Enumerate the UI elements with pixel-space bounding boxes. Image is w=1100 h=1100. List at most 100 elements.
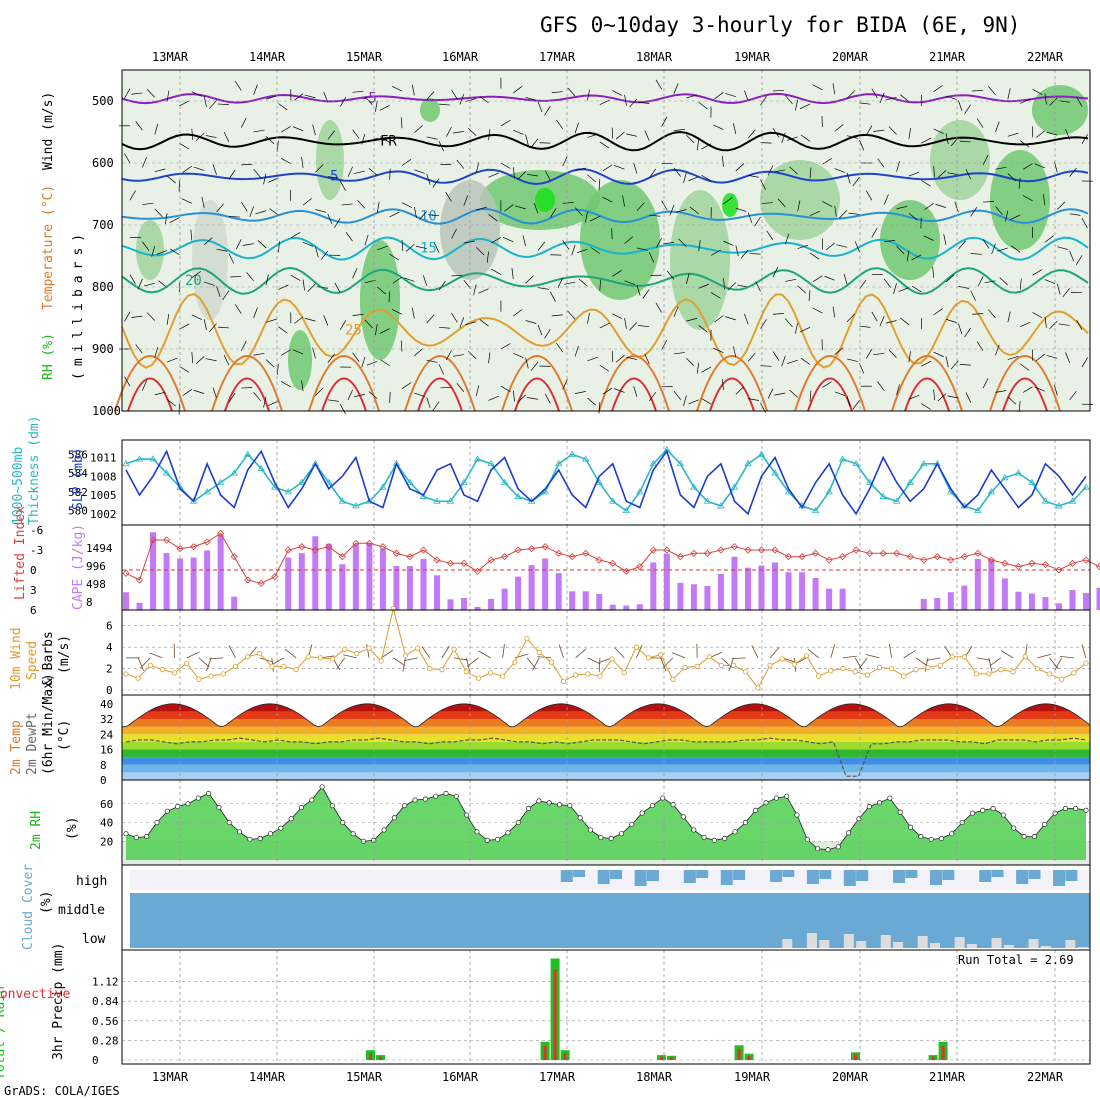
wind-barb xyxy=(749,253,761,255)
rh-marker xyxy=(784,793,790,799)
wind-barb xyxy=(567,310,576,320)
thickness-marker xyxy=(230,469,238,476)
wind-barb xyxy=(451,228,457,239)
thickness-marker xyxy=(757,450,766,457)
rh-shading xyxy=(360,240,400,360)
wind-barb xyxy=(1018,177,1021,189)
wind-barb xyxy=(228,215,240,218)
wind-barb xyxy=(611,228,613,240)
wind-marker xyxy=(1046,671,1053,677)
hot-contour xyxy=(417,377,463,412)
li-marker xyxy=(636,563,644,571)
pressure-panel: 586 584 582 580 1011 1008 1005 1002 1000~500mb Th… xyxy=(11,415,1090,525)
wind-barb xyxy=(575,648,587,659)
cloud-high-bar xyxy=(843,870,856,886)
wind-barb xyxy=(203,237,213,246)
wind-barb xyxy=(797,285,807,294)
li-marker xyxy=(1082,556,1090,564)
upper-air-panel: -5 FR 5 10 15 20 25 500 600 700 800 900 1000 RH (%) Te… xyxy=(41,69,1094,418)
cape-bar xyxy=(569,591,576,610)
wind-barb xyxy=(1044,93,1047,105)
precip-conv-bar xyxy=(931,1056,935,1060)
wind-barb xyxy=(379,328,390,334)
wind-barb xyxy=(182,165,193,173)
wind-barb xyxy=(1076,319,1083,330)
cloud-high-bar xyxy=(733,870,746,880)
wind-barb xyxy=(532,657,540,671)
wind-barb xyxy=(908,212,918,221)
wind-barb xyxy=(216,286,221,297)
li-tick: 0 xyxy=(30,564,37,577)
wind-barb xyxy=(648,168,657,179)
wind-barb xyxy=(713,124,724,130)
warm-contour xyxy=(501,355,573,412)
wind-barb xyxy=(391,309,403,315)
wind-barb xyxy=(401,202,413,208)
slp-tick: 1011 xyxy=(90,452,117,465)
wind-barb xyxy=(615,354,625,363)
rh-marker xyxy=(1011,825,1017,831)
top-date-label: 13MAR xyxy=(152,50,189,64)
wind-barb xyxy=(379,105,390,111)
wind-barb xyxy=(866,348,873,359)
cloud-low-gap xyxy=(880,935,891,948)
bottom-date-label: 15MAR xyxy=(346,1070,383,1084)
cloud-row-label: low xyxy=(82,932,106,947)
wind-barb xyxy=(438,280,446,291)
wind-barb xyxy=(352,268,358,279)
wind-barb xyxy=(240,117,247,128)
wind-barb xyxy=(633,386,638,397)
thickness-marker xyxy=(446,497,455,504)
wind-barb xyxy=(316,286,328,289)
wind-barb xyxy=(983,201,995,203)
wind-barb xyxy=(893,283,897,294)
wind-barb xyxy=(380,136,390,143)
cape-bar xyxy=(636,604,643,610)
thickness-marker xyxy=(595,478,603,485)
cape-bar xyxy=(609,604,616,610)
wind-barb xyxy=(723,278,725,290)
thickness-marker xyxy=(730,483,739,490)
wind-barb xyxy=(525,96,537,101)
rh-marker xyxy=(701,834,707,841)
wind-barb xyxy=(500,343,511,350)
wind-barb xyxy=(740,249,749,259)
thickness-marker xyxy=(744,459,752,467)
wind-barb xyxy=(847,358,858,362)
wind-barb xyxy=(228,645,236,659)
wind-barb xyxy=(747,129,756,139)
wind-marker xyxy=(791,661,797,667)
li-marker xyxy=(1028,559,1036,567)
temp-tick: 24 xyxy=(100,728,114,741)
li-marker xyxy=(622,567,630,575)
slp-tick: 1002 xyxy=(90,508,117,521)
cape-bar xyxy=(379,548,386,610)
rh-shading xyxy=(420,98,440,122)
wind-barb xyxy=(624,236,634,244)
rh-marker xyxy=(618,831,625,837)
ylabel-cloud-unit: (%) xyxy=(39,891,54,914)
wind-barb xyxy=(636,644,643,659)
wind-barb xyxy=(972,90,984,92)
wind-barb xyxy=(438,364,445,375)
wind-barb xyxy=(733,346,737,358)
wind-barb xyxy=(852,177,860,187)
li-marker xyxy=(812,549,820,557)
rh-marker xyxy=(928,836,934,842)
wind-barb xyxy=(452,131,464,134)
cape-bar xyxy=(582,591,589,610)
run-total-label: Run Total = 2.69 xyxy=(958,953,1074,967)
wind-marker xyxy=(840,665,846,672)
wind-barb xyxy=(451,89,458,100)
wind-barb xyxy=(655,302,662,313)
wind-marker xyxy=(852,669,858,675)
wind-barb xyxy=(290,274,301,281)
cape-bar xyxy=(961,585,968,610)
rh-marker xyxy=(123,831,129,837)
wind-barb xyxy=(933,389,935,401)
li-marker xyxy=(690,549,698,557)
cloud-mid-low-bg xyxy=(130,893,1090,948)
wind-barb xyxy=(748,175,760,178)
wind-barb xyxy=(972,313,984,315)
wind-marker xyxy=(743,669,749,675)
